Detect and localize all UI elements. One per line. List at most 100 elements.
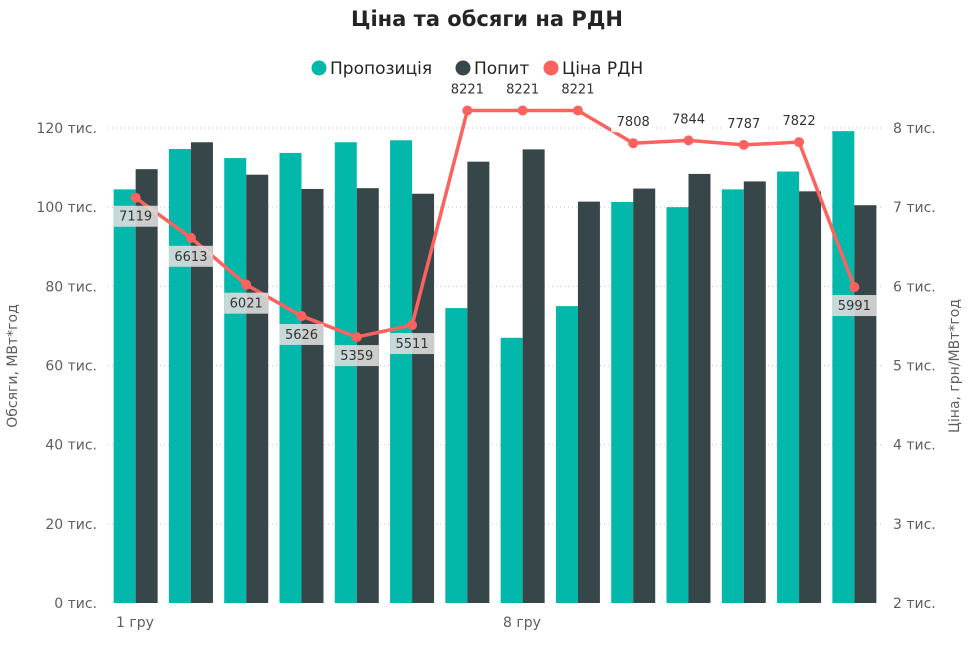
price-point-0	[130, 192, 141, 203]
bar-demand-3	[301, 188, 324, 604]
price-point-13	[849, 282, 860, 293]
price-point-3	[296, 310, 307, 321]
price-point-8	[572, 105, 583, 116]
left-tick-1: 20 тис.	[45, 517, 97, 533]
right-tick-4: 6 тис.	[893, 279, 936, 295]
right-tick-3: 5 тис.	[893, 359, 936, 375]
price-point-10	[683, 135, 694, 146]
price-label-bg-0	[113, 205, 158, 227]
price-label-bg-7	[500, 78, 545, 100]
right-tick-5: 7 тис.	[893, 200, 936, 216]
bar-supply-4	[334, 142, 357, 603]
left-tick-2: 40 тис.	[45, 438, 97, 454]
price-label-1: 6613	[174, 250, 207, 265]
bar-supply-7	[500, 337, 523, 603]
price-label-2: 6021	[230, 297, 263, 312]
bar-supply-6	[445, 308, 468, 603]
right-tick-6: 8 тис.	[893, 121, 936, 137]
price-label-bg-8	[555, 78, 600, 100]
left-tick-5: 100 тис.	[36, 200, 97, 216]
x-tick-1: 8 гру	[503, 615, 541, 631]
legend-label-2: Ціна РДН	[562, 59, 643, 79]
price-label-bg-12	[777, 110, 822, 132]
bar-demand-0	[135, 169, 158, 603]
bar-demand-9	[633, 188, 656, 603]
price-label-0: 7119	[119, 210, 152, 225]
left-tick-3: 60 тис.	[45, 359, 97, 375]
price-label-12: 7822	[783, 114, 816, 129]
price-label-bg-3	[279, 323, 324, 345]
bar-demand-4	[356, 188, 379, 603]
price-label-9: 7808	[617, 115, 650, 130]
legend-marker-2	[543, 60, 559, 76]
bar-demand-10	[688, 173, 711, 603]
bar-supply-3	[279, 152, 302, 603]
right-axis-title: Ціна, грн/МВт*год	[947, 299, 963, 433]
legend-label-1: Попит	[474, 59, 529, 79]
price-label-8: 8221	[561, 83, 594, 98]
legend-marker-1	[455, 60, 471, 76]
bar-supply-10	[666, 207, 689, 603]
bar-supply-8	[555, 306, 578, 603]
right-axis-ticks: 2 тис. 3 тис. 4 тис. 5 тис. 6 тис. 7 тис. 8 ти…	[893, 121, 936, 612]
price-label-bg-2	[224, 292, 269, 314]
bar-supply-13	[832, 131, 855, 603]
right-tick-0: 2 тис.	[893, 596, 936, 612]
bar-supply-12	[777, 171, 800, 603]
bar-demand-12	[799, 191, 822, 604]
price-label-bg-11	[721, 112, 766, 134]
price-label-13: 5991	[838, 299, 871, 314]
price-label-10: 7844	[672, 112, 705, 127]
price-label-bg-4	[334, 345, 379, 367]
left-tick-4: 80 тис.	[45, 279, 97, 295]
price-point-9	[628, 138, 639, 149]
bar-demand-5	[412, 193, 435, 604]
bar-demand-11	[743, 181, 766, 603]
price-label-3: 5626	[285, 328, 318, 343]
left-axis-ticks: 0 тис. 20 тис. 40 тис. 60 тис. 80 тис. 100 ти…	[36, 121, 97, 612]
bar-demand-1	[190, 142, 213, 603]
price-point-6	[462, 105, 473, 116]
price-label-6: 8221	[451, 83, 484, 98]
price-label-7: 8221	[506, 83, 539, 98]
bars-layer	[113, 131, 877, 604]
bar-supply-5	[390, 140, 413, 604]
x-tick-0: 1 гру	[116, 615, 154, 631]
gridlines	[108, 127, 882, 525]
price-label-bg-10	[666, 108, 711, 130]
price-label-bg-13	[832, 295, 877, 317]
data-labels-layer: 7119 6613 6021 5626 5359 5511 8221 8221 8221 7808…	[113, 78, 877, 367]
bar-demand-8	[577, 201, 600, 603]
bar-supply-2	[224, 158, 247, 604]
price-point-4	[351, 332, 362, 343]
bar-supply-11	[721, 189, 744, 603]
price-point-12	[794, 137, 805, 148]
price-line	[134, 108, 856, 339]
bar-demand-2	[246, 174, 269, 604]
price-label-bg-9	[611, 111, 656, 133]
price-label-5: 5511	[396, 337, 429, 352]
right-tick-2: 4 тис.	[893, 438, 936, 454]
price-point-1	[185, 232, 196, 243]
bar-demand-13	[854, 205, 877, 603]
price-point-2	[241, 279, 252, 290]
left-axis-title: Обсяги, МВт*год	[5, 304, 21, 428]
legend-label-0: Пропозиція	[330, 59, 432, 79]
left-tick-0: 0 тис.	[54, 596, 97, 612]
price-point-11	[738, 139, 749, 150]
right-tick-1: 3 тис.	[893, 517, 936, 533]
legend-marker-0	[311, 60, 327, 76]
price-line-layer	[130, 105, 860, 343]
bar-supply-0	[113, 189, 136, 603]
bar-supply-9	[611, 202, 634, 604]
chart-title: Ціна та обсяги на РДН	[351, 7, 623, 31]
bar-demand-6	[467, 161, 490, 604]
bar-supply-1	[168, 148, 191, 603]
price-label-11: 7787	[727, 117, 760, 132]
price-point-7	[517, 105, 528, 116]
price-label-bg-5	[390, 333, 435, 355]
left-tick-6: 120 тис.	[36, 121, 97, 137]
price-label-bg-1	[168, 245, 213, 267]
legend: Пропозиція Попит Ціна РДН	[311, 59, 643, 79]
